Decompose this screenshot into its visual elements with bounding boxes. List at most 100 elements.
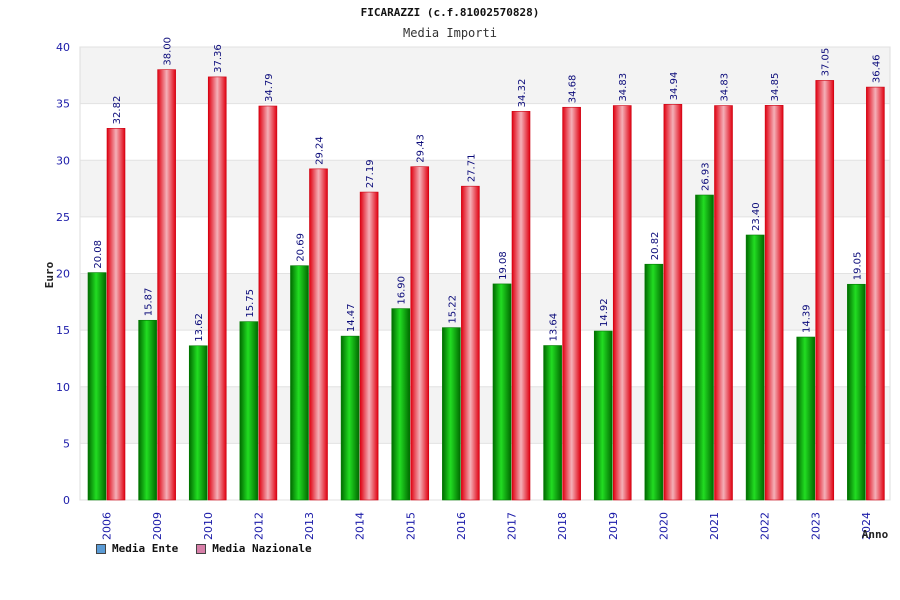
data-label: 14.47 bbox=[346, 303, 357, 332]
bar-media-ente bbox=[492, 283, 512, 501]
data-label: 15.22 bbox=[447, 295, 458, 324]
bar-media-nazionale bbox=[410, 166, 430, 501]
bar-media-nazionale bbox=[309, 168, 328, 501]
bar-media-ente bbox=[847, 283, 866, 501]
x-tick-label: 2023 bbox=[809, 512, 822, 540]
data-label: 26.93 bbox=[701, 162, 712, 191]
data-label: 20.69 bbox=[296, 233, 307, 262]
y-tick-label: 40 bbox=[56, 41, 70, 54]
x-tick-label: 2012 bbox=[252, 512, 265, 540]
y-tick-label: 20 bbox=[56, 268, 70, 281]
bar-media-nazionale bbox=[207, 76, 227, 501]
x-tick-label: 2010 bbox=[202, 512, 215, 540]
bar-media-nazionale bbox=[764, 105, 784, 501]
bar-media-ente bbox=[87, 272, 107, 501]
bar-media-nazionale bbox=[562, 106, 581, 501]
data-label: 37.05 bbox=[821, 48, 832, 77]
data-label: 36.46 bbox=[871, 54, 882, 83]
bar-media-nazionale bbox=[866, 86, 885, 501]
bar-media-nazionale bbox=[157, 69, 176, 501]
y-axis-label: Euro bbox=[43, 261, 56, 288]
bar-media-ente bbox=[188, 345, 208, 501]
x-tick-label: 2015 bbox=[404, 512, 417, 540]
x-tick-label: 2016 bbox=[455, 512, 468, 540]
y-tick-label: 15 bbox=[56, 324, 70, 337]
data-label: 27.19 bbox=[365, 159, 376, 188]
bar-media-ente bbox=[695, 194, 714, 501]
legend-item-nazionale: Media Nazionale bbox=[196, 542, 312, 555]
bar-media-ente bbox=[644, 263, 664, 501]
bar-media-ente bbox=[796, 336, 816, 501]
x-tick-label: 2024 bbox=[860, 512, 873, 540]
bar-media-nazionale bbox=[511, 111, 531, 501]
x-tick-label: 2021 bbox=[708, 512, 721, 540]
legend-swatch-ente bbox=[96, 543, 106, 554]
data-label: 14.39 bbox=[802, 304, 813, 333]
x-tick-label: 2017 bbox=[506, 512, 519, 540]
bars: 20.08 32.82 15.87 38.00 13.62 37.36 15.75 34.79… bbox=[87, 37, 885, 501]
x-axis-ticks: 2006 2009 2010 2012 2013 2014 2015 2016 2017 2018… bbox=[101, 512, 873, 540]
x-tick-label: 2013 bbox=[303, 512, 316, 540]
y-tick-label: 30 bbox=[56, 154, 70, 167]
x-tick-label: 2009 bbox=[151, 512, 164, 540]
data-label: 23.40 bbox=[751, 202, 762, 231]
x-tick-label: 2018 bbox=[556, 512, 569, 540]
bar-media-nazionale bbox=[815, 80, 835, 501]
bar-media-nazionale bbox=[612, 105, 632, 501]
bar-media-ente bbox=[340, 335, 360, 501]
data-label: 38.00 bbox=[163, 37, 174, 66]
data-label: 37.36 bbox=[213, 44, 224, 73]
data-label: 15.87 bbox=[144, 288, 155, 317]
data-label: 34.83 bbox=[618, 73, 629, 102]
legend: Media Ente Media Nazionale bbox=[96, 542, 312, 555]
x-tick-label: 2022 bbox=[759, 512, 772, 540]
data-label: 19.05 bbox=[852, 252, 863, 281]
chart-subtitle: Media Importi bbox=[403, 26, 497, 40]
bar-media-ente bbox=[543, 345, 562, 501]
data-label: 15.75 bbox=[245, 289, 256, 318]
y-axis-ticks: 0 5 10 15 20 25 30 35 40 bbox=[56, 41, 70, 507]
bar-media-ente bbox=[391, 308, 411, 501]
data-label: 34.79 bbox=[264, 73, 275, 102]
bar-media-ente bbox=[442, 327, 461, 501]
bar-media-ente bbox=[138, 319, 157, 501]
data-label: 32.82 bbox=[112, 96, 123, 125]
y-tick-label: 25 bbox=[56, 211, 70, 224]
y-tick-label: 0 bbox=[63, 494, 70, 507]
bar-media-nazionale bbox=[359, 191, 379, 501]
data-label: 20.82 bbox=[650, 232, 661, 261]
data-label: 27.71 bbox=[466, 154, 477, 183]
data-label: 34.94 bbox=[669, 72, 680, 101]
legend-swatch-nazionale bbox=[196, 543, 207, 554]
x-tick-label: 2006 bbox=[101, 512, 114, 540]
bar-media-nazionale bbox=[258, 105, 278, 501]
bar-media-nazionale bbox=[663, 104, 683, 501]
chart-title: FICARAZZI (c.f.81002570828) bbox=[361, 6, 540, 19]
bar-media-ente bbox=[239, 321, 259, 501]
data-label: 34.32 bbox=[517, 79, 528, 108]
y-tick-label: 10 bbox=[56, 381, 70, 394]
grid-band bbox=[80, 47, 890, 104]
x-tick-label: 2020 bbox=[657, 512, 670, 540]
legend-label-nazionale: Media Nazionale bbox=[212, 542, 312, 555]
data-label: 29.24 bbox=[315, 136, 326, 165]
bar-media-ente bbox=[745, 234, 765, 501]
bar-media-nazionale bbox=[106, 128, 126, 501]
data-label: 29.43 bbox=[416, 134, 427, 163]
data-label: 14.92 bbox=[599, 298, 610, 327]
x-axis-label: Anno bbox=[862, 528, 889, 541]
data-label: 16.90 bbox=[397, 276, 408, 305]
x-tick-label: 2014 bbox=[354, 512, 367, 540]
bar-media-nazionale bbox=[461, 185, 480, 501]
data-label: 13.64 bbox=[549, 313, 560, 342]
bar-media-ente bbox=[290, 265, 309, 501]
legend-label-ente: Media Ente bbox=[112, 542, 179, 555]
data-label: 13.62 bbox=[194, 313, 205, 342]
x-tick-label: 2019 bbox=[607, 512, 620, 540]
data-label: 34.85 bbox=[770, 73, 781, 102]
data-label: 19.08 bbox=[498, 251, 509, 280]
y-tick-label: 35 bbox=[56, 98, 70, 111]
bar-media-nazionale bbox=[714, 105, 733, 501]
data-label: 34.83 bbox=[720, 73, 731, 102]
